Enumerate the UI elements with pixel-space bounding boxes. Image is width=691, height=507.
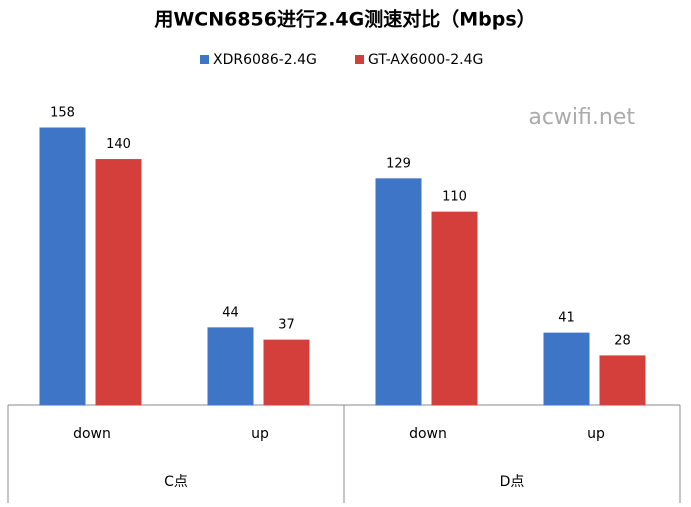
x-tick-label: down (73, 426, 111, 442)
legend-label: GT-AX6000-2.4G (368, 52, 483, 68)
legend-label: XDR6086-2.4G (213, 52, 317, 68)
bar (431, 211, 478, 406)
value-label: 129 (386, 156, 411, 171)
value-label: 110 (442, 190, 467, 205)
bar (263, 339, 310, 406)
x-tick-label: down (409, 426, 447, 442)
chart-title: 用WCN6856进行2.4G测速对比（Mbps） (154, 8, 535, 31)
legend-swatch (355, 55, 364, 64)
value-label: 37 (278, 318, 295, 333)
x-tick-label: up (587, 426, 605, 442)
bar (95, 159, 142, 406)
watermark: acwifi.net (528, 105, 635, 130)
bar (39, 127, 86, 406)
value-label: 41 (558, 311, 575, 326)
value-label: 28 (614, 333, 631, 348)
bar (375, 178, 422, 406)
value-label: 158 (50, 106, 75, 121)
value-label: 140 (106, 137, 131, 152)
x-tick-label: up (251, 426, 269, 442)
group-label: C点 (164, 474, 188, 490)
group-label: D点 (500, 474, 525, 490)
bar (207, 327, 254, 406)
value-label: 44 (222, 305, 239, 320)
bar (543, 332, 590, 406)
legend-swatch (200, 55, 209, 64)
bar (599, 355, 646, 406)
